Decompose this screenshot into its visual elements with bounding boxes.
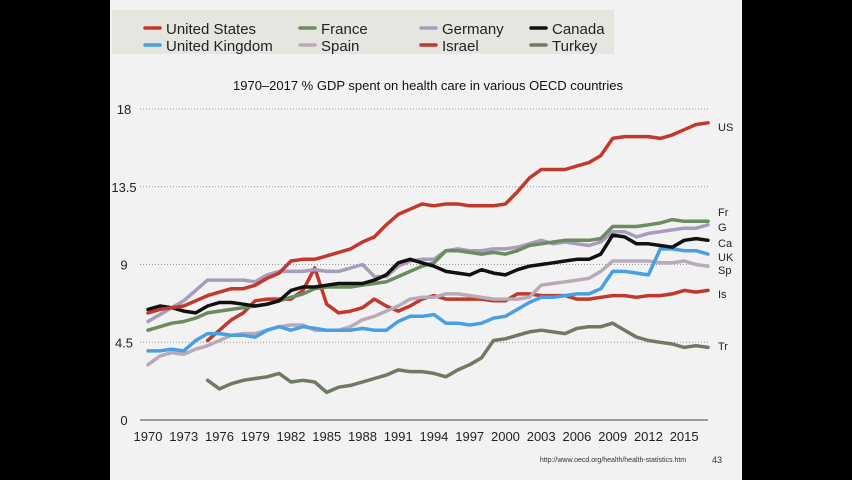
end-label-united-kingdom: UK [718,252,734,264]
end-label-united-states: US [718,122,733,134]
end-label-canada: Ca [718,238,733,250]
x-tick-label: 1985 [312,429,341,444]
legend-label-united-kingdom: United Kingdom [166,38,273,55]
end-label-france: Fr [718,207,729,219]
x-tick-label: 1988 [348,429,377,444]
y-tick-label: 9 [120,258,127,273]
legend-label-united-states: United States [166,21,256,38]
x-tick-label: 1991 [384,429,413,444]
slide-background [110,0,742,480]
series-line-spain [146,259,710,367]
y-tick-label: 18 [117,102,131,117]
footer-url: http://www.oecd.org/health/health-statis… [540,457,686,464]
grid [140,108,708,421]
y-axis-ticks: 0 4.5 9 13.5 18 [111,102,136,428]
page-number: 43 [712,455,722,465]
x-tick-label: 1979 [241,429,270,444]
legend-box [112,10,614,54]
x-tick-label: 1982 [277,429,306,444]
x-axis-ticks: 1970 1973 1976 1979 1982 1985 1988 1991 1994 1997… [134,429,699,444]
x-tick-label: 1973 [169,429,198,444]
series-line-united-kingdom [146,247,710,353]
x-tick-label: 2012 [634,429,663,444]
y-tick-label: 13.5 [111,180,136,195]
x-tick-label: 2000 [491,429,520,444]
legend-label-turkey: Turkey [552,38,598,55]
x-tick-label: 2009 [598,429,627,444]
x-tick-label: 1997 [455,429,484,444]
x-tick-label: 1976 [205,429,234,444]
legend-label-israel: Israel [442,38,479,55]
y-tick-label: 4.5 [115,335,133,350]
end-label-spain: Sp [718,265,731,277]
series-line-united-states [146,121,710,315]
series-line-israel [205,266,710,343]
series-line-germany [146,223,710,324]
x-tick-label: 1970 [134,429,163,444]
legend-label-canada: Canada [552,21,605,38]
x-tick-label: 2015 [670,429,699,444]
end-label-turkey: Tr [718,341,728,353]
end-label-israel: Is [718,289,727,301]
series-line-turkey [205,321,710,395]
series-line-canada [146,233,710,315]
legend-label-spain: Spain [321,38,359,55]
x-tick-label: 1994 [419,429,448,444]
x-tick-label: 2003 [527,429,556,444]
end-label-germany: G [718,222,727,234]
chart-title: 1970–2017 % GDP spent on health care in … [233,78,623,93]
legend-label-germany: Germany [442,21,504,38]
legend-label-france: France [321,21,368,38]
x-tick-label: 2006 [562,429,591,444]
series-group [146,121,710,395]
y-tick-label: 0 [120,413,127,428]
